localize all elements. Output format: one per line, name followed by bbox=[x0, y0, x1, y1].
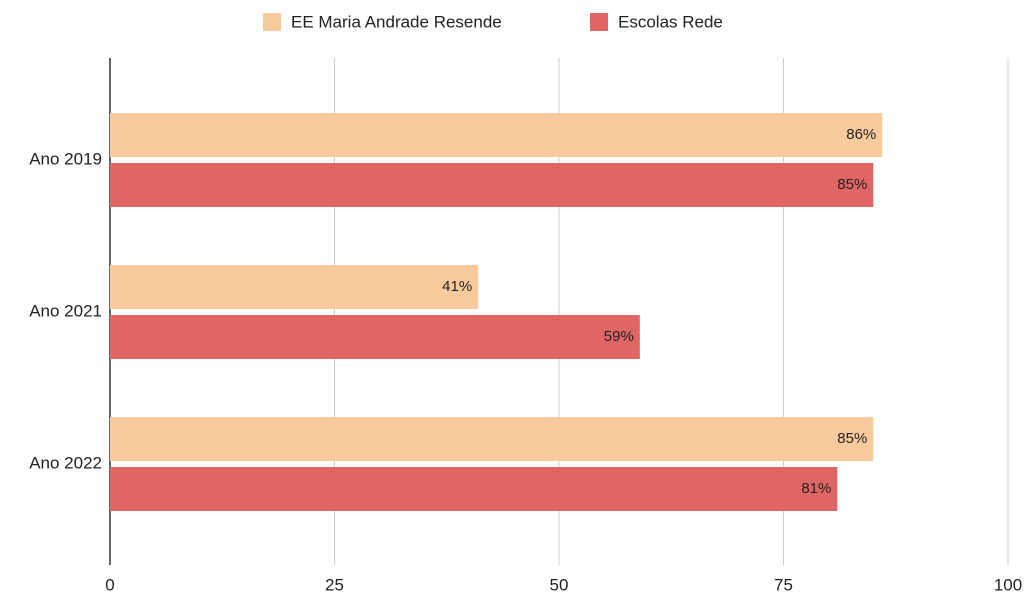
x-tick-label: 25 bbox=[325, 575, 344, 594]
y-tick-label: Ano 2019 bbox=[29, 149, 102, 168]
legend-swatch bbox=[263, 13, 281, 31]
bar bbox=[110, 163, 874, 207]
bar bbox=[110, 417, 874, 461]
bar bbox=[110, 467, 838, 511]
bar bbox=[110, 315, 640, 359]
bar bbox=[110, 113, 883, 157]
legend-swatch bbox=[590, 13, 608, 31]
y-tick-label: Ano 2022 bbox=[29, 453, 102, 472]
x-tick-label: 0 bbox=[105, 575, 114, 594]
value-label: 41% bbox=[442, 278, 472, 295]
value-label: 86% bbox=[846, 126, 876, 143]
legend-label: Escolas Rede bbox=[618, 12, 723, 31]
bar bbox=[110, 265, 479, 309]
value-label: 85% bbox=[837, 430, 867, 447]
value-label: 59% bbox=[604, 328, 634, 345]
value-label: 85% bbox=[837, 176, 867, 193]
value-label: 81% bbox=[801, 480, 831, 497]
x-tick-label: 75 bbox=[774, 575, 793, 594]
legend-label: EE Maria Andrade Resende bbox=[291, 12, 502, 31]
x-tick-label: 100 bbox=[994, 575, 1022, 594]
y-tick-label: Ano 2021 bbox=[29, 301, 102, 320]
x-tick-label: 50 bbox=[550, 575, 569, 594]
